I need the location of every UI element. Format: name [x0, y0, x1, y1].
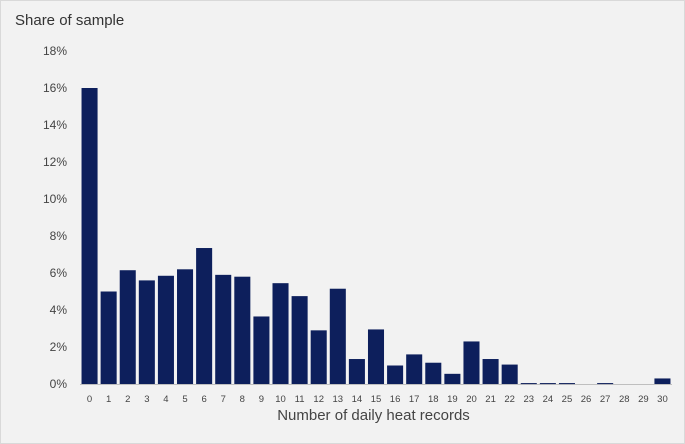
x-tick-label: 3: [144, 394, 149, 405]
x-tick-label: 22: [504, 394, 515, 405]
y-tick-label: 2%: [50, 340, 68, 354]
x-tick-label: 8: [240, 394, 245, 405]
x-tick-label: 6: [201, 394, 206, 405]
bar: [215, 274, 232, 384]
bar: [348, 359, 365, 384]
x-tick-label: 10: [275, 394, 286, 405]
x-tick-label: 25: [562, 394, 573, 405]
x-tick-label: 1: [106, 394, 111, 405]
x-tick-label: 20: [466, 394, 477, 405]
x-tick-label: 5: [182, 394, 187, 405]
bar: [539, 383, 556, 385]
x-tick-label: 14: [352, 394, 363, 405]
bar: [597, 383, 614, 385]
x-tick-label: 12: [313, 394, 324, 405]
x-tick-label: 29: [638, 394, 649, 405]
bar: [234, 276, 251, 384]
bar: [196, 248, 213, 384]
x-tick-label: 11: [295, 394, 305, 405]
y-tick-label: 16%: [43, 81, 67, 95]
bar: [406, 354, 423, 384]
x-tick-label: 13: [333, 394, 344, 405]
x-tick-label: 30: [657, 394, 668, 405]
bar: [654, 378, 671, 384]
bar: [177, 269, 194, 384]
bar: [520, 383, 537, 385]
x-tick-label: 17: [409, 394, 420, 405]
bar: [253, 316, 270, 384]
bar: [482, 359, 499, 384]
bar: [100, 291, 117, 384]
x-tick-label: 4: [163, 394, 168, 405]
bar: [138, 280, 155, 384]
x-tick-label: 16: [390, 394, 401, 405]
x-tick-label: 19: [447, 394, 458, 405]
x-tick-label: 18: [428, 394, 439, 405]
y-tick-label: 4%: [50, 303, 68, 317]
x-tick-label: 23: [523, 394, 534, 405]
x-tick-label: 28: [619, 394, 630, 405]
x-tick-label: 2: [125, 394, 130, 405]
bar: [157, 275, 174, 384]
y-tick-label: 6%: [50, 266, 68, 280]
bar: [310, 330, 327, 384]
x-tick-label: 0: [87, 394, 92, 405]
y-tick-label: 8%: [50, 229, 68, 243]
y-tick-label: 18%: [43, 44, 67, 58]
y-tick-label: 10%: [43, 192, 67, 206]
x-tick-label: 15: [371, 394, 382, 405]
bar: [444, 373, 461, 384]
x-tick-label: 21: [485, 394, 496, 405]
x-tick-label: 27: [600, 394, 611, 405]
bar: [367, 329, 385, 384]
bar: [463, 341, 480, 384]
y-tick-label: 12%: [43, 155, 67, 169]
x-tick-label: 9: [259, 394, 264, 405]
bar: [81, 88, 98, 384]
y-axis-title: Share of sample: [15, 12, 125, 29]
y-tick-label: 14%: [43, 118, 67, 132]
x-tick-label: 7: [221, 394, 226, 405]
bar: [558, 383, 575, 385]
bar: [272, 283, 289, 384]
bar: [119, 270, 136, 384]
bar: [291, 296, 308, 384]
bar: [425, 362, 442, 384]
bar: [387, 365, 404, 384]
bar: [329, 288, 346, 384]
x-axis-title: Number of daily heat records: [277, 407, 470, 424]
x-tick-label: 26: [581, 394, 592, 405]
y-tick-label: 0%: [50, 377, 68, 391]
bar: [501, 364, 518, 384]
x-tick-label: 24: [543, 394, 554, 405]
